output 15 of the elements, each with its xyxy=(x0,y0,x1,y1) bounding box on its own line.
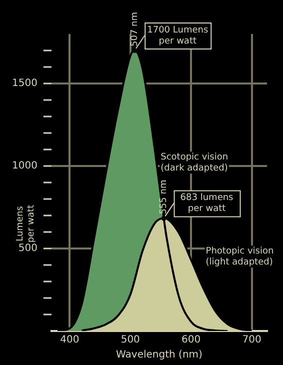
x-tick-label: 500 xyxy=(120,334,140,346)
y-tick-label: 1000 xyxy=(12,160,38,172)
series-label: Scotopic vision (dark adapted) xyxy=(160,152,228,174)
x-tick-label: 400 xyxy=(60,334,80,346)
x-tick-label: 700 xyxy=(242,334,262,346)
y-tick-label: 1500 xyxy=(12,78,38,90)
y-tick-label: 500 xyxy=(18,243,38,254)
y-axis-title: Lumens per watt xyxy=(15,204,36,243)
x-tick-label: 600 xyxy=(182,334,201,346)
annotation: 507 nm xyxy=(130,12,140,46)
series-label: Photopic vision (light adapted) xyxy=(206,246,274,268)
annotation: 555 nm xyxy=(159,180,170,214)
annotation: 1700 Lumens per watt xyxy=(147,25,208,46)
annotation: 683 lumens per watt xyxy=(180,193,234,214)
x-axis-title: Wavelength (nm) xyxy=(116,350,203,361)
